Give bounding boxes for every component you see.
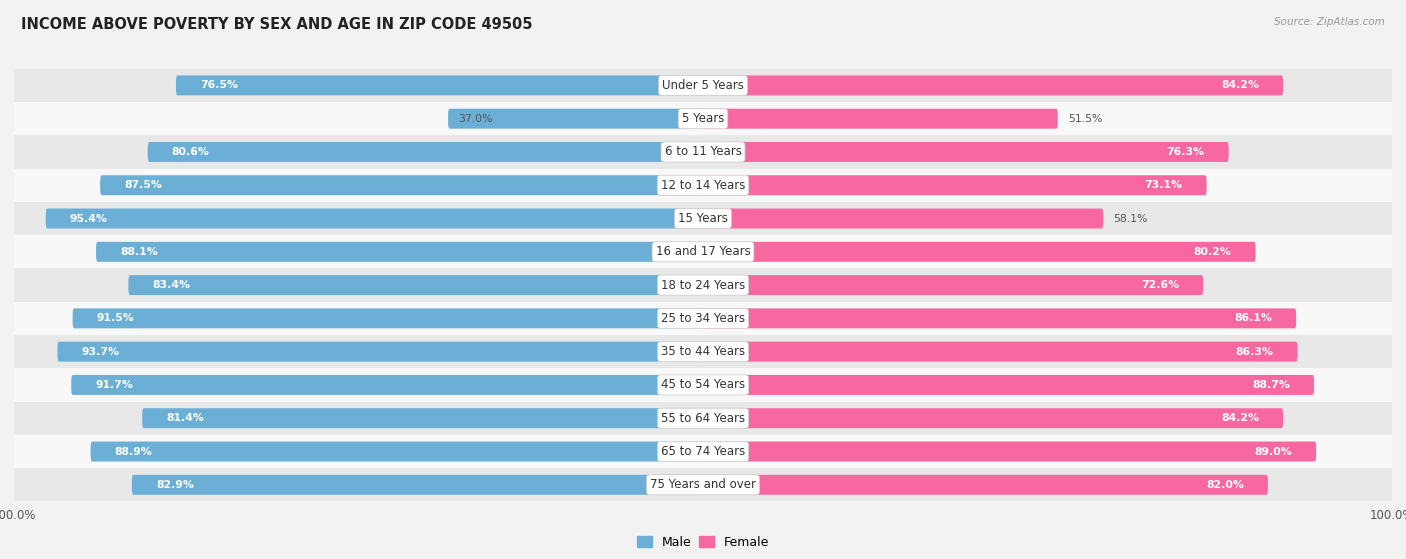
FancyBboxPatch shape [703,442,1316,462]
FancyBboxPatch shape [449,108,703,129]
FancyBboxPatch shape [128,275,703,295]
FancyBboxPatch shape [703,75,1284,96]
FancyBboxPatch shape [72,375,703,395]
Text: 65 to 74 Years: 65 to 74 Years [661,445,745,458]
Text: 88.7%: 88.7% [1253,380,1289,390]
FancyBboxPatch shape [703,342,1298,362]
FancyBboxPatch shape [14,368,1392,401]
Text: 72.6%: 72.6% [1140,280,1180,290]
Text: 86.1%: 86.1% [1234,314,1272,323]
FancyBboxPatch shape [148,142,703,162]
Text: 75 Years and over: 75 Years and over [650,479,756,491]
Text: 95.4%: 95.4% [70,214,108,224]
FancyBboxPatch shape [176,75,703,96]
Text: 6 to 11 Years: 6 to 11 Years [665,145,741,158]
Text: 35 to 44 Years: 35 to 44 Years [661,345,745,358]
Text: 16 and 17 Years: 16 and 17 Years [655,245,751,258]
FancyBboxPatch shape [14,102,1392,135]
Text: 84.2%: 84.2% [1220,80,1258,91]
FancyBboxPatch shape [14,135,1392,169]
FancyBboxPatch shape [14,69,1392,102]
FancyBboxPatch shape [14,401,1392,435]
Text: 76.5%: 76.5% [200,80,238,91]
FancyBboxPatch shape [703,309,1296,328]
Text: 86.3%: 86.3% [1236,347,1274,357]
Text: 87.5%: 87.5% [124,180,162,190]
Text: 15 Years: 15 Years [678,212,728,225]
Text: 45 to 54 Years: 45 to 54 Years [661,378,745,391]
FancyBboxPatch shape [58,342,703,362]
FancyBboxPatch shape [703,176,1206,195]
Text: 80.2%: 80.2% [1194,247,1232,257]
Text: Source: ZipAtlas.com: Source: ZipAtlas.com [1274,17,1385,27]
FancyBboxPatch shape [14,202,1392,235]
FancyBboxPatch shape [703,375,1315,395]
Text: 82.9%: 82.9% [156,480,194,490]
FancyBboxPatch shape [14,468,1392,501]
FancyBboxPatch shape [703,209,1104,229]
FancyBboxPatch shape [14,302,1392,335]
Text: 76.3%: 76.3% [1167,147,1205,157]
FancyBboxPatch shape [96,242,703,262]
FancyBboxPatch shape [100,176,703,195]
Text: 25 to 34 Years: 25 to 34 Years [661,312,745,325]
FancyBboxPatch shape [703,142,1229,162]
FancyBboxPatch shape [142,408,703,428]
Text: INCOME ABOVE POVERTY BY SEX AND AGE IN ZIP CODE 49505: INCOME ABOVE POVERTY BY SEX AND AGE IN Z… [21,17,533,32]
Text: 82.0%: 82.0% [1206,480,1244,490]
FancyBboxPatch shape [14,235,1392,268]
FancyBboxPatch shape [703,408,1284,428]
Text: 37.0%: 37.0% [458,113,494,124]
Text: 80.6%: 80.6% [172,147,209,157]
Text: Under 5 Years: Under 5 Years [662,79,744,92]
Text: 88.1%: 88.1% [120,247,157,257]
FancyBboxPatch shape [703,108,1057,129]
Text: 51.5%: 51.5% [1069,113,1102,124]
Text: 84.2%: 84.2% [1220,413,1258,423]
FancyBboxPatch shape [132,475,703,495]
FancyBboxPatch shape [703,275,1204,295]
FancyBboxPatch shape [14,268,1392,302]
Text: 18 to 24 Years: 18 to 24 Years [661,278,745,292]
Text: 12 to 14 Years: 12 to 14 Years [661,179,745,192]
Text: 55 to 64 Years: 55 to 64 Years [661,412,745,425]
Text: 81.4%: 81.4% [166,413,204,423]
FancyBboxPatch shape [46,209,703,229]
Text: 88.9%: 88.9% [115,447,152,457]
Text: 89.0%: 89.0% [1254,447,1292,457]
FancyBboxPatch shape [14,335,1392,368]
FancyBboxPatch shape [14,169,1392,202]
Text: 58.1%: 58.1% [1114,214,1147,224]
Text: 91.7%: 91.7% [96,380,134,390]
Legend: Male, Female: Male, Female [631,530,775,553]
Text: 5 Years: 5 Years [682,112,724,125]
FancyBboxPatch shape [703,242,1256,262]
FancyBboxPatch shape [90,442,703,462]
FancyBboxPatch shape [73,309,703,328]
FancyBboxPatch shape [703,475,1268,495]
Text: 83.4%: 83.4% [152,280,191,290]
Text: 73.1%: 73.1% [1144,180,1182,190]
FancyBboxPatch shape [14,435,1392,468]
Text: 91.5%: 91.5% [97,314,135,323]
Text: 93.7%: 93.7% [82,347,120,357]
